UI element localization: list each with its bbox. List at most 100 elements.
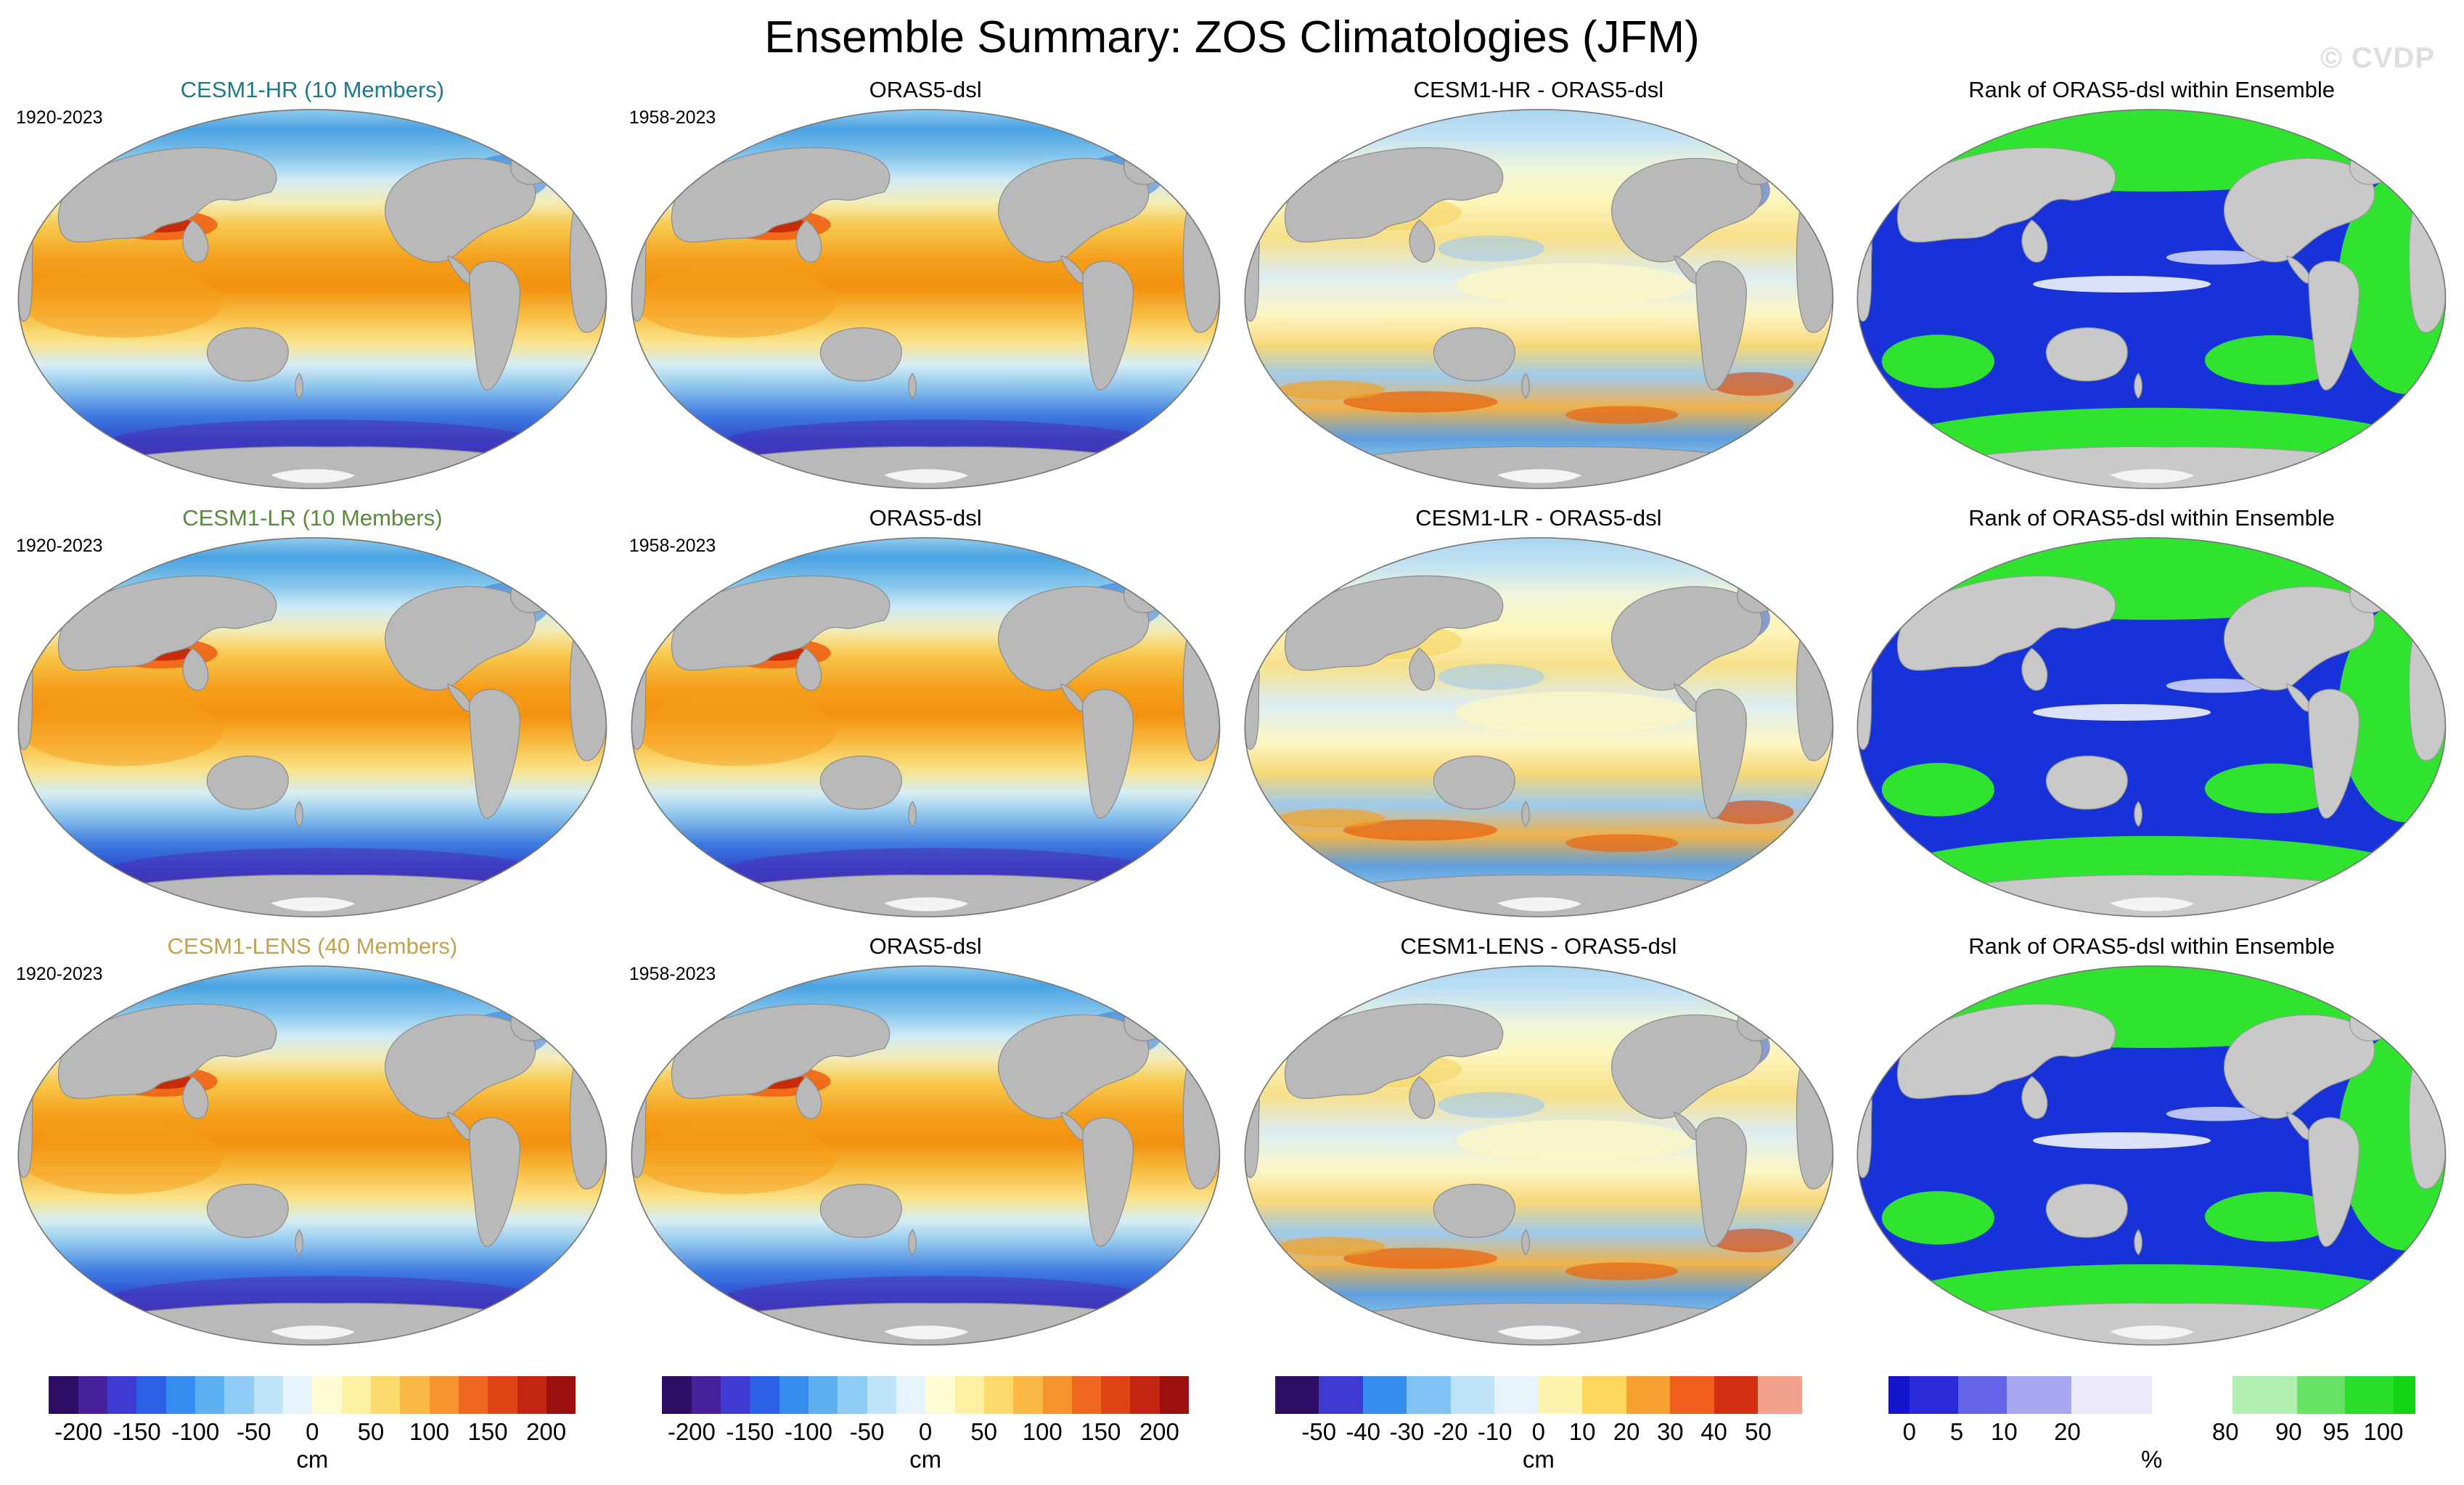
panel-oras5-row1: ORAS5-dsl 1958-2023 — [626, 70, 1225, 498]
colorbar-segment — [1494, 1376, 1539, 1414]
panel-title: Rank of ORAS5-dsl within Ensemble — [1968, 505, 2336, 531]
colorbar-segment — [867, 1376, 896, 1414]
colorbar-segment — [2232, 1376, 2297, 1414]
map-oras5-row3: 1958-2023 — [629, 962, 1222, 1349]
colorbar-segment — [2296, 1376, 2346, 1414]
map-rank-row3 — [1855, 962, 2448, 1349]
colorbar-segment — [720, 1376, 750, 1414]
panel-title: CESM1-LENS (40 Members) — [167, 933, 458, 959]
map-rank-row1 — [1855, 106, 2448, 492]
colorbar-unit-label: % — [2140, 1446, 2163, 1473]
colorbar-segment — [2006, 1376, 2071, 1414]
colorbar-segment — [136, 1376, 166, 1414]
world-map-climatology — [629, 534, 1222, 920]
colorbar-segment — [49, 1376, 78, 1414]
colorbar-segment — [195, 1376, 225, 1414]
map-cesm1-lens: 1920-2023 — [16, 962, 609, 1349]
colorbar-tick-label: 0 — [1531, 1418, 1546, 1445]
colorbar-segment — [1538, 1376, 1583, 1414]
colorbar-unit-label: cm — [296, 1446, 329, 1473]
colorbar-tick-label: 20 — [1613, 1418, 1640, 1445]
colorbar-segment — [1714, 1376, 1759, 1414]
colorbar-segment — [2151, 1376, 2232, 1414]
world-map-rank — [1855, 962, 2448, 1349]
map-diff-cesm1-lens — [1243, 962, 1835, 1349]
colorbar-segment — [662, 1376, 692, 1414]
world-map-climatology — [16, 106, 609, 492]
colorbar-segment — [400, 1376, 430, 1414]
colorbar-segment — [1101, 1376, 1131, 1414]
colorbar-tick-label: -30 — [1389, 1418, 1425, 1445]
colorbar-segment — [1888, 1376, 1910, 1414]
map-cesm1-hr: 1920-2023 — [16, 106, 609, 492]
colorbar-segment — [312, 1376, 342, 1414]
colorbar-segment — [1071, 1376, 1102, 1414]
colorbar-difference: -50 -40 -30 -20 -10 0 10 20 30 40 50 cm — [1240, 1376, 1838, 1485]
colorbar-tick-label: 5 — [1949, 1418, 1964, 1445]
colorbar-segment — [165, 1376, 196, 1414]
colorbar-tick-label: 100 — [1022, 1418, 1063, 1445]
map-period-label: 1920-2023 — [16, 107, 103, 128]
colorbar-segment — [2393, 1376, 2415, 1414]
colorbar-climatology-2: -200 -150 -100 -50 0 50 100 150 200 cm — [626, 1376, 1225, 1485]
map-cesm1-lr: 1920-2023 — [16, 534, 609, 920]
colorbar-tick-label: 95 — [2322, 1418, 2349, 1445]
colorbar-tick-label: -200 — [667, 1418, 716, 1445]
colorbar-segment — [1758, 1376, 1802, 1414]
colorbar-tick-label: 50 — [970, 1418, 998, 1445]
map-grid: CESM1-HR (10 Members) 1920-2023 ORAS5-ds… — [0, 70, 2464, 1354]
colorbar-strip — [1888, 1376, 2415, 1414]
colorbar-tick-label: -200 — [54, 1418, 103, 1445]
colorbar-strip — [49, 1376, 576, 1414]
colorbar-segment — [1362, 1376, 1407, 1414]
colorbar-unit-label: cm — [909, 1446, 942, 1473]
colorbar-segment — [954, 1376, 984, 1414]
colorbar-tick-label: -50 — [849, 1418, 885, 1445]
colorbar-strip — [662, 1376, 1190, 1414]
colorbar-tick-label: 50 — [1745, 1418, 1772, 1445]
colorbar-ticks: -200 -150 -100 -50 0 50 100 150 200 — [662, 1414, 1189, 1445]
map-diff-cesm1-lr — [1243, 534, 1835, 920]
colorbar-tick-label: -100 — [784, 1418, 833, 1445]
colorbar-segment — [1130, 1376, 1160, 1414]
colorbar-segment — [1407, 1376, 1451, 1414]
map-rank-row2 — [1855, 534, 2448, 920]
colorbar-tick-label: 200 — [526, 1418, 567, 1445]
colorbar-segment — [2345, 1376, 2394, 1414]
colorbar-tick-label: -10 — [1477, 1418, 1513, 1445]
colorbar-segment — [896, 1376, 926, 1414]
panel-title: ORAS5-dsl — [869, 933, 982, 959]
panel-cesm1-lr: CESM1-LR (10 Members) 1920-2023 — [13, 498, 612, 926]
panel-diff-cesm1-hr: CESM1-HR - ORAS5-dsl — [1240, 70, 1838, 498]
map-diff-cesm1-hr — [1243, 106, 1835, 492]
colorbar-segment — [1958, 1376, 2007, 1414]
colorbar-tick-label: -40 — [1346, 1418, 1381, 1445]
colorbar-segment — [925, 1376, 955, 1414]
colorbar-segment — [224, 1376, 254, 1414]
colorbar-tick-label: -150 — [726, 1418, 774, 1445]
colorbar-tick-label: -20 — [1433, 1418, 1468, 1445]
colorbar-tick-label: 0 — [306, 1418, 319, 1445]
panel-title: CESM1-LR - ORAS5-dsl — [1415, 505, 1662, 531]
colorbar-segment — [107, 1376, 137, 1414]
world-map-climatology — [16, 962, 609, 1349]
colorbar-segment — [1582, 1376, 1626, 1414]
world-map-climatology — [629, 106, 1222, 492]
colorbar-tick-label: -150 — [112, 1418, 161, 1445]
colorbar-segment — [1450, 1376, 1495, 1414]
panel-rank-row2: Rank of ORAS5-dsl within Ensemble — [1852, 498, 2451, 926]
colorbar-segment — [1319, 1376, 1363, 1414]
colorbar-tick-label: 200 — [1139, 1418, 1179, 1445]
colorbar-ticks: 0 5 10 20 80 90 95 100 — [1888, 1414, 2415, 1445]
world-map-rank — [1855, 106, 2448, 492]
map-period-label: 1958-2023 — [629, 536, 716, 556]
colorbar-tick-label: 0 — [918, 1418, 933, 1445]
colorbar-tick-label: 80 — [2211, 1418, 2239, 1445]
colorbar-segment — [78, 1376, 108, 1414]
panel-rank-row3: Rank of ORAS5-dsl within Ensemble — [1852, 926, 2451, 1354]
panel-title: Rank of ORAS5-dsl within Ensemble — [1968, 933, 2336, 959]
colorbar-segment — [547, 1376, 576, 1414]
colorbar-segment — [2071, 1376, 2152, 1414]
map-period-label: 1920-2023 — [16, 536, 103, 556]
map-oras5-row1: 1958-2023 — [629, 106, 1222, 492]
